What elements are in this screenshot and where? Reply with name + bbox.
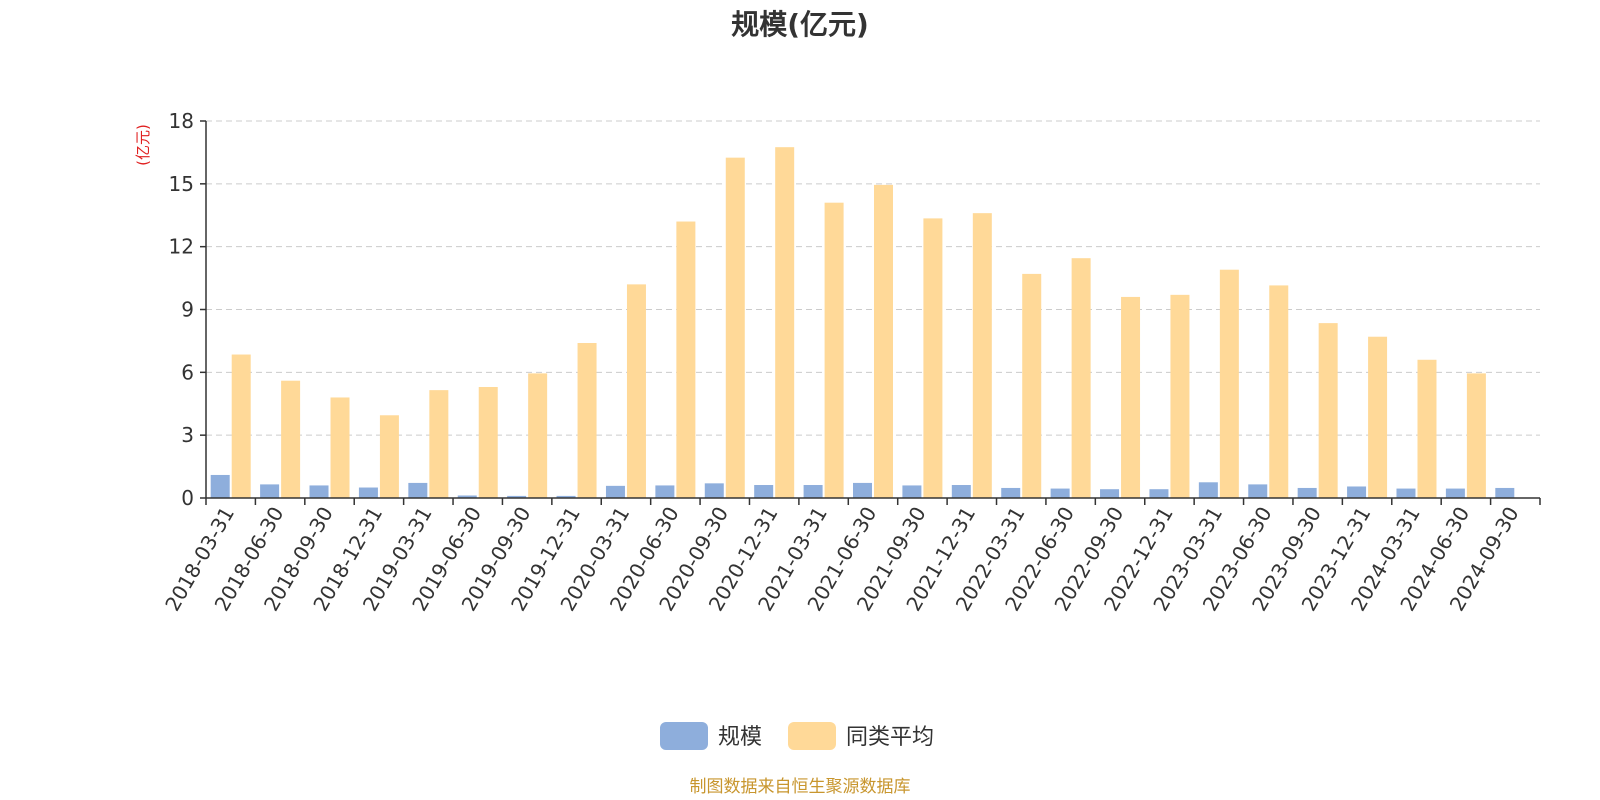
bar-peer-average[interactable] <box>1318 323 1338 498</box>
bar-scale[interactable] <box>1297 487 1317 498</box>
bar-scale[interactable] <box>1396 488 1416 498</box>
bar-peer-average[interactable] <box>429 390 449 498</box>
bar-scale[interactable] <box>1050 488 1070 498</box>
bar-peer-average[interactable] <box>1121 296 1141 498</box>
bar-scale[interactable] <box>1495 487 1515 498</box>
bar-peer-average[interactable] <box>528 373 548 498</box>
bar-scale[interactable] <box>902 485 922 498</box>
bar-scale[interactable] <box>1100 489 1120 498</box>
bar-peer-average[interactable] <box>824 202 844 498</box>
bar-peer-average[interactable] <box>676 221 696 499</box>
bar-scale[interactable] <box>309 485 329 498</box>
y-tick-label: 18 <box>169 109 194 133</box>
x-tick-labels: 2018-03-312018-06-302018-09-302018-12-31… <box>160 498 1541 615</box>
bar-peer-average[interactable] <box>231 354 251 498</box>
y-tick-label: 12 <box>169 235 194 259</box>
bar-peer-average[interactable] <box>775 147 795 499</box>
bar-peer-average[interactable] <box>725 157 745 498</box>
bar-scale[interactable] <box>408 482 428 498</box>
bar-peer-average[interactable] <box>1466 373 1486 498</box>
bar-scale[interactable] <box>507 495 527 498</box>
bar-scale[interactable] <box>1198 482 1218 498</box>
bar-peer-average[interactable] <box>281 380 301 498</box>
legend-swatch[interactable] <box>788 722 836 750</box>
bar-scale[interactable] <box>1248 484 1268 498</box>
y-tick-label: 3 <box>181 423 194 447</box>
bar-peer-average[interactable] <box>626 284 646 498</box>
bar-scale[interactable] <box>803 485 823 498</box>
chart-title: 规模(亿元) <box>731 8 869 41</box>
y-tick-labels: 0 3 6 9 12 15 18 <box>169 109 206 510</box>
bar-scale[interactable] <box>1001 487 1021 498</box>
bar-peer-average[interactable] <box>1071 258 1091 498</box>
y-tick-label: 15 <box>169 172 194 196</box>
bar-scale[interactable] <box>1347 486 1367 498</box>
bars <box>210 147 1515 499</box>
bar-scale[interactable] <box>260 484 280 498</box>
bar-peer-average[interactable] <box>330 397 350 498</box>
bar-scale[interactable] <box>605 485 625 498</box>
bar-peer-average[interactable] <box>478 386 498 498</box>
y-tick-label: 6 <box>181 360 194 384</box>
bar-scale[interactable] <box>655 485 675 498</box>
grid-lines <box>206 120 1540 436</box>
bar-scale[interactable] <box>457 495 477 498</box>
bar-scale[interactable] <box>853 482 872 498</box>
y-tick-label: 0 <box>181 486 194 510</box>
bar-scale[interactable] <box>1149 489 1169 498</box>
bar-peer-average[interactable] <box>1269 285 1289 498</box>
data-source-note: 制图数据来自恒生聚源数据库 <box>690 777 911 797</box>
bar-scale[interactable] <box>704 483 724 498</box>
bar-peer-average[interactable] <box>1368 336 1388 498</box>
legend-label[interactable]: 规模 <box>718 725 762 750</box>
legend[interactable]: 规模 同类平均 <box>660 722 934 750</box>
bar-scale[interactable] <box>951 485 971 498</box>
bar-scale[interactable] <box>358 487 378 498</box>
bar-peer-average[interactable] <box>577 343 597 498</box>
bar-peer-average[interactable] <box>1170 294 1190 498</box>
bar-scale[interactable] <box>754 485 774 498</box>
bar-scale[interactable] <box>210 474 230 498</box>
bar-peer-average[interactable] <box>1219 269 1239 498</box>
legend-swatch[interactable] <box>660 722 708 750</box>
bar-peer-average[interactable] <box>874 184 893 498</box>
y-axis-unit-label: (亿元) <box>134 124 152 166</box>
legend-label[interactable]: 同类平均 <box>846 725 934 750</box>
bar-peer-average[interactable] <box>1417 359 1437 498</box>
bar-scale[interactable] <box>556 495 576 498</box>
bar-peer-average[interactable] <box>1022 273 1042 498</box>
bar-peer-average[interactable] <box>972 213 992 498</box>
y-tick-label: 9 <box>181 298 194 322</box>
bar-peer-average[interactable] <box>923 218 943 498</box>
bar-scale[interactable] <box>1445 488 1465 498</box>
bar-peer-average[interactable] <box>379 415 399 498</box>
